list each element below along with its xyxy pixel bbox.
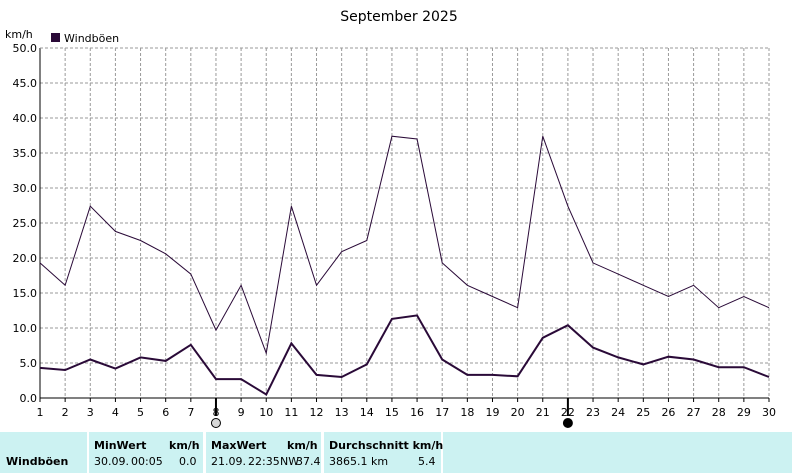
series-lines <box>39 135 770 396</box>
y-tick-label: 45.0 <box>13 77 38 90</box>
y-tick-labels: 0.0 5.0 10.0 15.0 20.0 25.0 30.0 35.0 40.0 45.0 50… <box>13 42 38 405</box>
max-header: MaxWert <box>211 439 267 452</box>
x-tick-label: 26 <box>661 406 675 419</box>
x-tick-label: 6 <box>162 406 169 419</box>
grid <box>39 47 770 402</box>
avg-cell: Durchschnitt km/h 3865.1 km 5.4 <box>324 432 444 473</box>
x-tick-labels: 1234567891011121314151617181920212223242… <box>37 406 777 419</box>
x-tick-label: 13 <box>335 406 349 419</box>
min-date: 30.09. <box>94 455 129 468</box>
x-tick-label: 10 <box>259 406 273 419</box>
max-direction: NW <box>280 455 300 468</box>
y-tick-label: 0.0 <box>20 392 38 405</box>
y-tick-label: 25.0 <box>13 217 38 230</box>
y-tick-label: 30.0 <box>13 182 38 195</box>
x-tick-label: 18 <box>460 406 474 419</box>
y-tick-label: 15.0 <box>13 287 38 300</box>
row-label: Windböen <box>6 455 69 468</box>
x-tick-label: 11 <box>284 406 298 419</box>
min-cell: MinWert km/h 30.09. 00:05 0.0 <box>89 432 203 473</box>
legend-swatch <box>51 33 60 42</box>
x-tick-label: 29 <box>737 406 751 419</box>
x-tick-label: 19 <box>485 406 499 419</box>
x-tick-label: 12 <box>310 406 324 419</box>
moon-markers <box>210 398 573 428</box>
min-header: MinWert <box>94 439 147 452</box>
legend-label: Windböen <box>64 32 119 45</box>
x-tick-label: 20 <box>511 406 525 419</box>
wind-gust-chart: September 2025 km/h Windböen 0.0 5.0 10.0 1… <box>5 9 777 428</box>
gust-series-line <box>39 135 770 356</box>
min-time: 00:05 <box>131 455 163 468</box>
footer-filler <box>443 432 792 473</box>
x-tick-label: 1 <box>37 406 44 419</box>
y-tick-label: 5.0 <box>20 357 38 370</box>
y-tick-label: 35.0 <box>13 147 38 160</box>
max-time: 22:35 <box>248 455 280 468</box>
x-tick-label: 5 <box>137 406 144 419</box>
mean-series-line <box>39 314 770 396</box>
x-tick-label: 21 <box>536 406 550 419</box>
x-tick-label: 30 <box>762 406 776 419</box>
x-tick-label: 17 <box>435 406 449 419</box>
x-tick-label: 14 <box>360 406 374 419</box>
x-tick-label: 2 <box>62 406 69 419</box>
max-unit: km/h <box>287 439 318 452</box>
x-tick-label: 7 <box>187 406 194 419</box>
x-tick-label: 15 <box>385 406 399 419</box>
x-tick-label: 28 <box>712 406 726 419</box>
y-tick-label: 50.0 <box>13 42 38 55</box>
y-tick-label: 40.0 <box>13 112 38 125</box>
x-tick-label: 9 <box>238 406 245 419</box>
max-cell: MaxWert km/h 21.09. 22:35 NW 37.4 <box>206 432 321 473</box>
row-label-cell: Windböen <box>0 432 87 473</box>
x-tick-label: 25 <box>636 406 650 419</box>
avg-distance: 3865.1 km <box>329 455 389 468</box>
x-tick-label: 3 <box>87 406 94 419</box>
avg-header: Durchschnitt km/h <box>329 439 444 452</box>
x-tick-label: 24 <box>611 406 625 419</box>
chart-title: September 2025 <box>340 9 457 25</box>
min-value: 0.0 <box>179 455 197 468</box>
x-tick-label: 23 <box>586 406 600 419</box>
x-tick-label: 16 <box>410 406 424 419</box>
y-axis-unit: km/h <box>5 28 33 41</box>
avg-value: 5.4 <box>418 455 436 468</box>
y-tick-label: 20.0 <box>13 252 38 265</box>
max-value: 37.4 <box>296 455 321 468</box>
y-tick-label: 10.0 <box>13 322 38 335</box>
full-moon-icon <box>210 418 221 428</box>
min-unit: km/h <box>169 439 200 452</box>
stats-footer: Windböen MinWert km/h 30.09. 00:05 0.0 M… <box>0 432 792 473</box>
x-tick-label: 27 <box>687 406 701 419</box>
max-date: 21.09. <box>211 455 246 468</box>
x-tick-label: 4 <box>112 406 119 419</box>
new-moon-icon <box>562 418 573 428</box>
